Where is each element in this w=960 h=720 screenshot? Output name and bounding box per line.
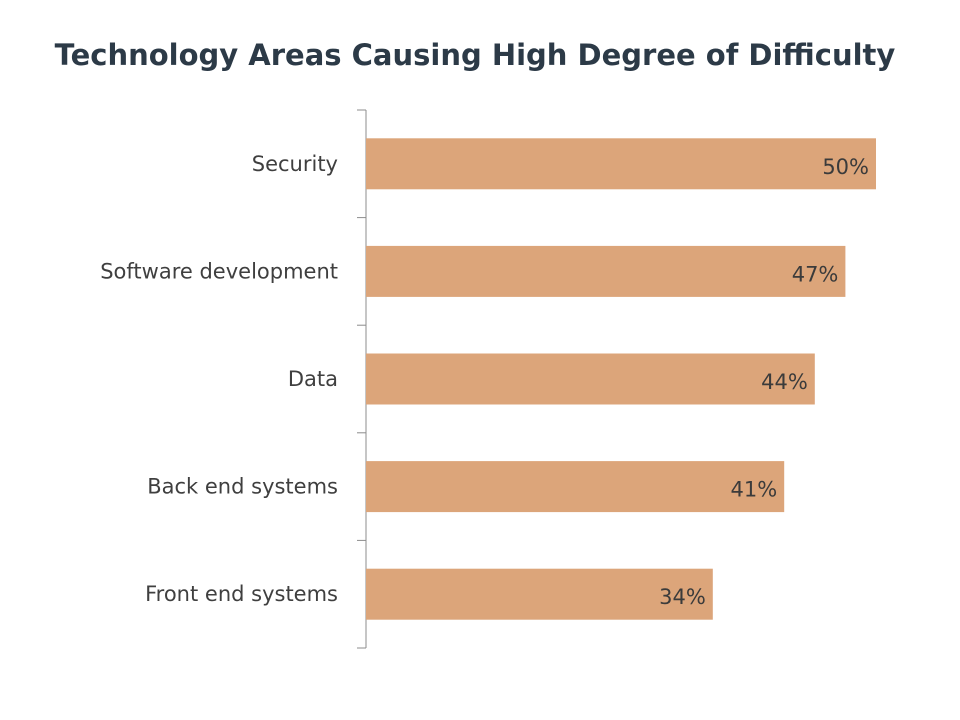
category-label: Front end systems (145, 582, 338, 606)
category-label: Software development (100, 259, 338, 283)
category-label: Back end systems (147, 475, 338, 499)
data-label: 47% (792, 262, 839, 286)
data-label: 34% (659, 585, 706, 609)
data-label: 41% (731, 478, 778, 502)
data-label: 50% (822, 155, 869, 179)
data-label: 44% (761, 370, 808, 394)
bar-data (366, 353, 815, 405)
bar-software-development (366, 245, 846, 297)
plot-area: Security 50% Software development 47% Data 44… (100, 109, 876, 649)
category-label: Data (288, 367, 338, 391)
chart-title: Technology Areas Causing High Degree of … (54, 38, 896, 72)
bar-security (366, 138, 876, 190)
category-label: Security (252, 152, 338, 176)
bar-back-end-systems (366, 461, 785, 513)
bar-front-end-systems (366, 568, 713, 620)
